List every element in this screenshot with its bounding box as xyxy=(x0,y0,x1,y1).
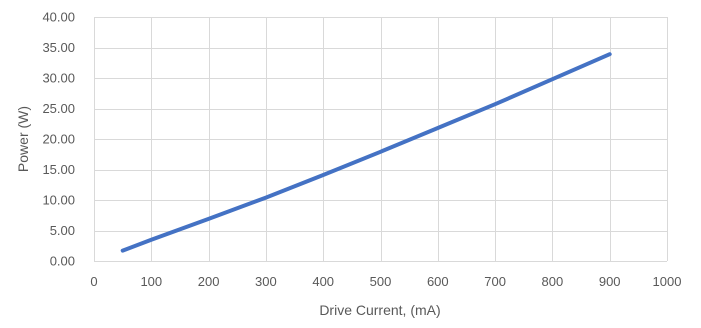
x-tick-label: 900 xyxy=(599,274,621,289)
y-tick-label: 20.00 xyxy=(42,132,75,147)
x-tick-label: 100 xyxy=(140,274,162,289)
series-group xyxy=(120,52,612,253)
y-tick-label: 5.00 xyxy=(50,223,75,238)
x-tick-label: 500 xyxy=(370,274,392,289)
x-tick-label: 400 xyxy=(312,274,334,289)
x-tick-labels: 0 100 200 300 400 500 600 700 800 900 1000 xyxy=(90,274,681,289)
x-tick-label: 600 xyxy=(427,274,449,289)
y-tick-labels: 0.00 5.00 10.00 15.00 20.00 25.00 30.00 35.00 40… xyxy=(42,10,75,269)
series-line-0 xyxy=(120,52,612,253)
x-tick-label: 200 xyxy=(198,274,220,289)
x-tick-label: 1000 xyxy=(653,274,682,289)
y-tick-label: 25.00 xyxy=(42,101,75,116)
x-tick-label: 800 xyxy=(542,274,564,289)
y-tick-label: 30.00 xyxy=(42,71,75,86)
y-tick-label: 10.00 xyxy=(42,193,75,208)
x-tick-label: 300 xyxy=(255,274,277,289)
x-axis-title: Drive Current, (mA) xyxy=(319,302,440,318)
y-tick-label: 15.00 xyxy=(42,162,75,177)
y-tick-label: 35.00 xyxy=(42,40,75,55)
y-tick-label: 0.00 xyxy=(50,254,75,269)
x-tick-label: 700 xyxy=(484,274,506,289)
gridlines xyxy=(94,17,668,262)
x-tick-label: 0 xyxy=(90,274,97,289)
y-tick-label: 40.00 xyxy=(42,10,75,25)
y-axis-title: Power (W) xyxy=(15,106,31,172)
